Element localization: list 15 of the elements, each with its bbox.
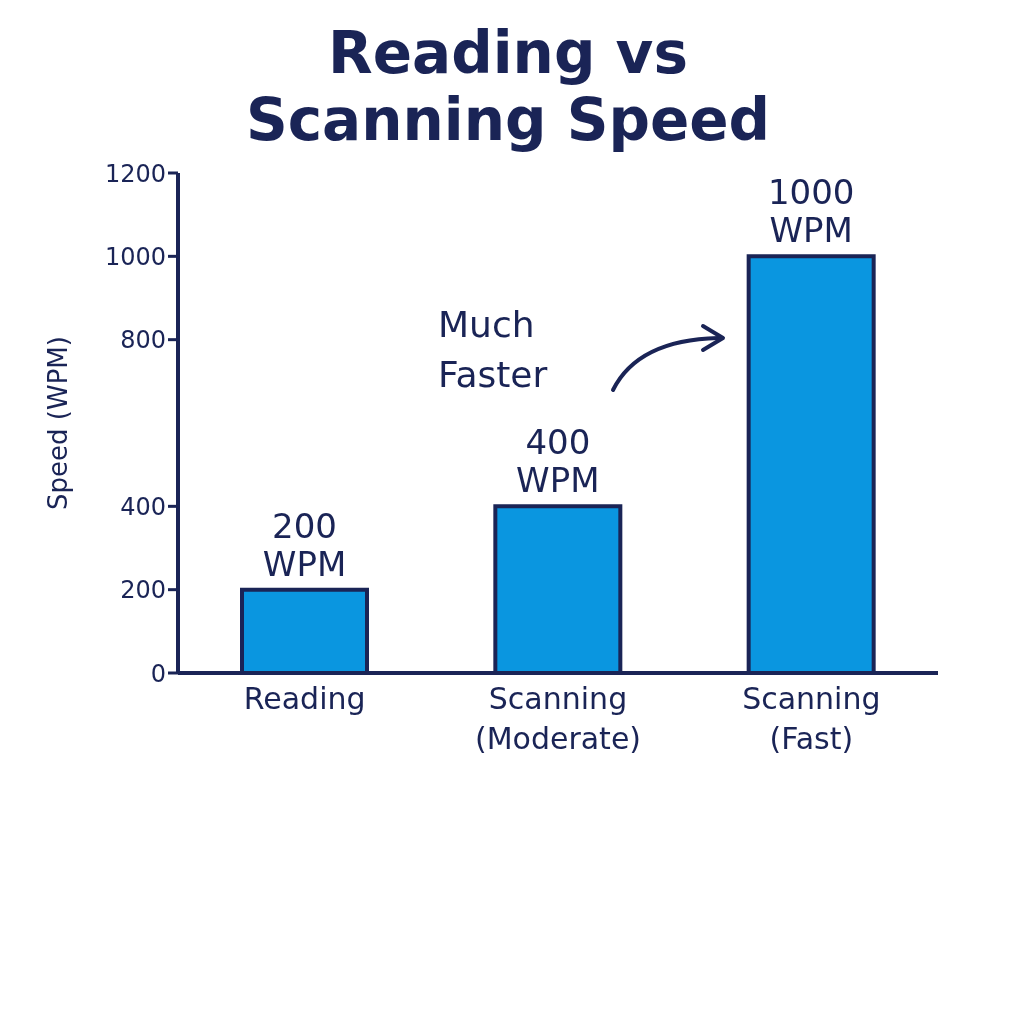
data-label: 200 WPM xyxy=(262,506,347,585)
y-tick-label: 200 xyxy=(120,576,166,605)
x-tick-label: Reading xyxy=(243,681,366,717)
x-tick-label: Scanning (Moderate) xyxy=(474,681,642,757)
y-tick-label: 1000 xyxy=(104,243,166,272)
data-label: 1000 WPM xyxy=(767,172,855,251)
y-tick-label: 800 xyxy=(120,326,166,355)
annotation: Much Faster xyxy=(438,303,549,398)
chart-title: Reading vs Scanning Speed xyxy=(244,19,772,154)
y-axis-title: Speed (WPM) xyxy=(43,336,74,511)
data-label: 400 WPM xyxy=(516,422,600,501)
y-tick-label: 1200 xyxy=(104,159,166,188)
x-tick-label: Scanning (Fast) xyxy=(742,681,881,757)
y-tick-label: 0 xyxy=(150,659,166,688)
y-tick-label: 400 xyxy=(120,493,166,522)
